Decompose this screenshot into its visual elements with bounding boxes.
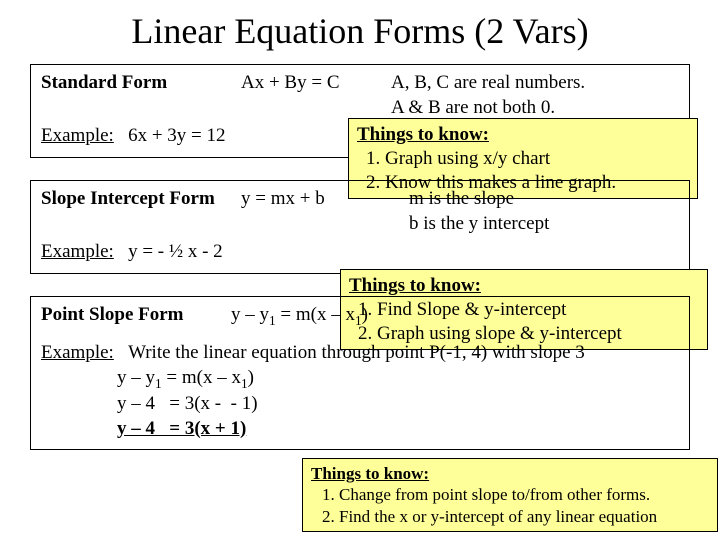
pointslope-things-title: Things to know: <box>311 463 709 484</box>
standard-form-equation: Ax + By = C <box>241 71 391 96</box>
slopeint-example-text: y = - ½ x - 2 <box>128 241 223 262</box>
pointslope-worked: y – y1 = m(x – x1) y – 4 = 3(x - - 1) y … <box>117 366 679 441</box>
standard-things-item1: Graph using x/y chart <box>385 147 689 171</box>
slopeint-desc-line2: b is the y intercept <box>409 213 549 234</box>
standard-desc-line2: A & B are not both 0. <box>391 97 555 118</box>
slopeint-example-label: Example: <box>41 241 114 262</box>
pointslope-things-item1: Change from point slope to/from other fo… <box>339 484 709 505</box>
standard-things-title: Things to know: <box>357 123 689 147</box>
standard-example-label: Example: <box>41 125 114 146</box>
slopeint-form-name: Slope Intercept Form <box>41 187 241 212</box>
pointslope-example-label: Example: <box>41 342 114 363</box>
pointslope-work3: y – 4 = 3(x + 1) <box>117 417 679 442</box>
page-title: Linear Equation Forms (2 Vars) <box>30 10 690 52</box>
pointslope-example: Example: Write the linear equation throu… <box>41 341 679 366</box>
standard-desc-line1: A, B, C are real numbers. <box>391 72 585 93</box>
pointslope-work1: y – y1 = m(x – x1) <box>117 366 679 392</box>
pointslope-example-text: Write the linear equation through point … <box>128 342 585 363</box>
slopeint-form-box: Slope Intercept Form y = mx + b m is the… <box>30 180 690 274</box>
standard-example-text: 6x + 3y = 12 <box>128 125 225 146</box>
pointslope-things-box: Things to know: Change from point slope … <box>302 458 718 532</box>
slopeint-things-title: Things to know: <box>349 274 699 298</box>
standard-form-name: Standard Form <box>41 71 241 96</box>
slopeint-form-desc: m is the slope b is the y intercept <box>391 187 679 236</box>
standard-form-desc: A, B, C are real numbers. A & B are not … <box>391 71 679 120</box>
pointslope-form-equation: y – y1 = m(x – x1) <box>231 303 368 329</box>
slopeint-desc-line1: m is the slope <box>409 188 514 209</box>
pointslope-form-box: Point Slope Form y – y1 = m(x – x1) Exam… <box>30 296 690 450</box>
slopeint-example: Example: y = - ½ x - 2 <box>41 240 679 265</box>
slopeint-form-equation: y = mx + b <box>241 187 391 212</box>
pointslope-form-name: Point Slope Form <box>41 303 231 328</box>
pointslope-things-item2: Find the x or y-intercept of any linear … <box>339 506 709 527</box>
pointslope-work2: y – 4 = 3(x - - 1) <box>117 392 679 417</box>
